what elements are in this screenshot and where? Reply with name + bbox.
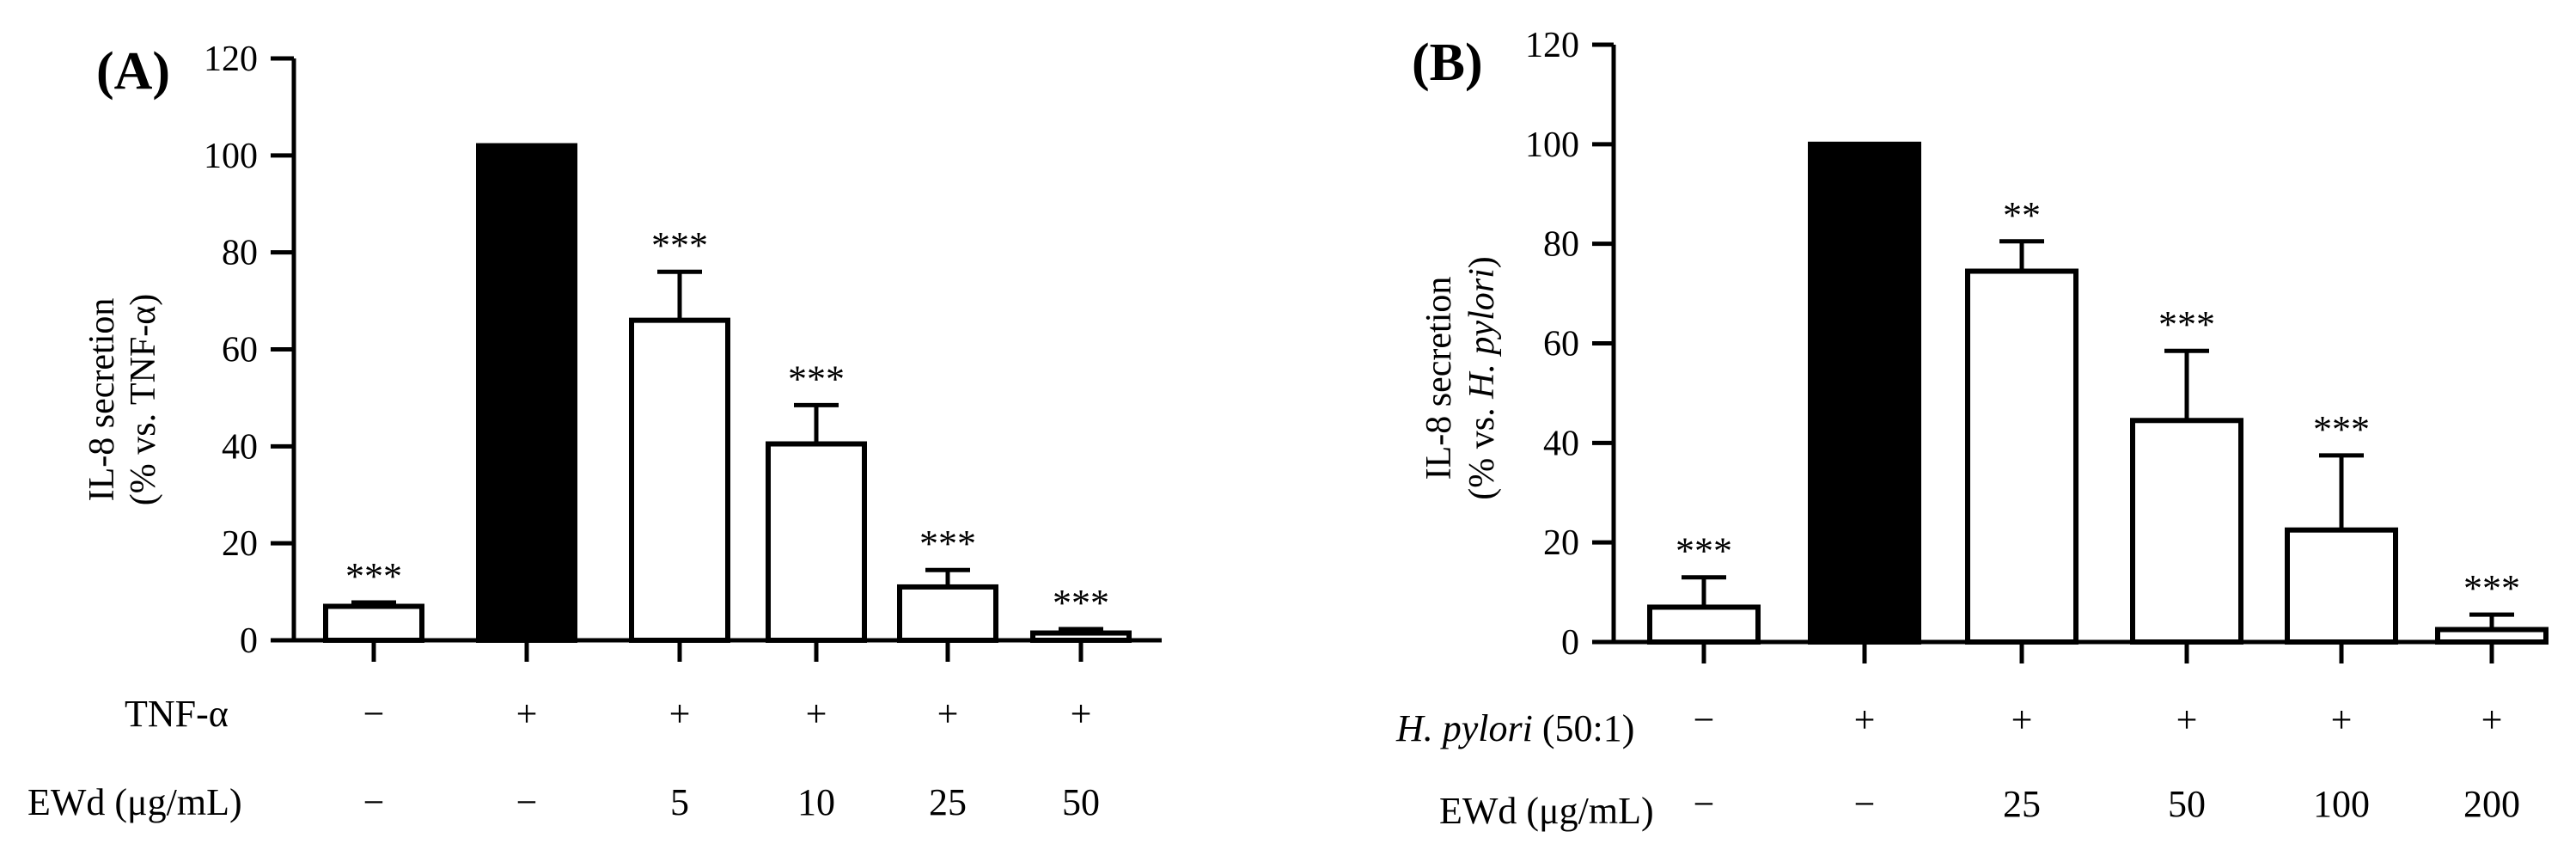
panel-a-row1-value: + xyxy=(1071,693,1092,735)
panel-b-bar-4 xyxy=(2130,418,2243,645)
panel-b-row2-value: 50 xyxy=(2168,783,2206,825)
panel-a-significance-6: *** xyxy=(1053,582,1109,624)
panel-b-condition-rows: − − + − +25 +50 +100 +200 xyxy=(1694,699,2520,825)
panel-b-y-tick-label: 100 xyxy=(1525,125,1579,165)
panel-b-significance-3: ** xyxy=(2003,194,2041,236)
panel-a-significance-5: *** xyxy=(919,523,976,565)
panel-b-row1-label: H. pylori (50:1) xyxy=(1395,707,1634,749)
panel-b-row1-value: + xyxy=(2176,699,2198,741)
panel-b-y-tick-label: 60 xyxy=(1543,325,1579,364)
panel-b-ylabel-prefix: (% vs. xyxy=(1462,399,1502,500)
panel-a-row2-value: 25 xyxy=(929,781,967,823)
panel-a-row1-value: + xyxy=(937,693,959,735)
panel-a-y-tick-label: 100 xyxy=(204,137,258,176)
panel-a-ylabel-line2: (% vs. TNF-α) xyxy=(124,294,163,505)
panel-b-row2-value: 100 xyxy=(2313,783,2370,825)
panel-a-row2-label: EWd (μg/mL) xyxy=(27,781,242,823)
panel-b-significance-1: *** xyxy=(1676,530,1732,572)
panel-b-significance-6: *** xyxy=(2463,567,2520,609)
panel-a-row2-value: 10 xyxy=(797,781,835,823)
panel-b-ylabel-line1: IL-8 secretion xyxy=(1419,277,1459,480)
panel-b-ylabel-line2: (% vs. H. pylori) xyxy=(1462,256,1502,499)
panel-a-condition-rows: − − + − +5 +10 +25 +50 xyxy=(363,693,1100,823)
panel-b-row2-value: 200 xyxy=(2463,783,2520,825)
panel-a-ylabel-line1: IL-8 secretion xyxy=(82,298,122,502)
panel-b-row1-value: − xyxy=(1694,699,1715,741)
panel-b-ylabel-suffix: ) xyxy=(1462,256,1502,268)
panel-a-bar-4 xyxy=(766,441,867,644)
panel-b-row2-value: 25 xyxy=(2003,783,2041,825)
panel-a-y-tick-label: 40 xyxy=(222,427,258,467)
panel-b-y-tick-label: 0 xyxy=(1561,623,1579,663)
panel-b: (B) IL-8 secretion (% vs. H. pylori) 0 20… xyxy=(1395,26,2549,832)
panel-b-row2-label: EWd (μg/mL) xyxy=(1439,790,1654,832)
panel-a: (A) IL-8 secretion (% vs. TNF-α) 0 20 40 60… xyxy=(27,40,1162,823)
panel-a-row2-value: 5 xyxy=(670,781,689,823)
panel-b-row1-value: + xyxy=(2011,699,2033,741)
panel-a-row2-value: − xyxy=(363,781,385,823)
panel-a-bar-2 xyxy=(476,143,577,644)
panel-a-row2-value: − xyxy=(516,781,538,823)
panel-b-bar-6 xyxy=(2435,627,2549,645)
panel-a-y-tick-label: 0 xyxy=(240,621,258,661)
panel-a-row1-label: TNF-α xyxy=(125,693,229,735)
panel-b-bar-1 xyxy=(1647,604,1761,645)
panel-b-bar-3 xyxy=(1965,268,2079,645)
panel-a-bar-1 xyxy=(323,603,424,644)
panel-b-significance-4: *** xyxy=(2158,303,2215,345)
panel-a-bar-5 xyxy=(897,584,998,643)
panel-b-ylabel-italic: H. pylori xyxy=(1462,268,1502,400)
panel-b-row1-label-italic: H. pylori xyxy=(1395,707,1533,749)
panel-b-y-tick-label: 40 xyxy=(1543,424,1579,463)
panel-b-y-tick-label: 20 xyxy=(1543,523,1579,563)
panel-a-y-tick-label: 60 xyxy=(222,331,258,370)
panel-b-significance-5: *** xyxy=(2313,408,2370,450)
panel-b-bars: ************** xyxy=(1647,141,2549,645)
panel-a-row2-value: 50 xyxy=(1062,781,1100,823)
panel-a-row1-value: + xyxy=(669,693,691,735)
panel-b-row1-value: + xyxy=(1854,699,1876,741)
panel-a-y-tick-label: 80 xyxy=(222,234,258,273)
panel-a-y-tick-label: 120 xyxy=(204,40,258,79)
panel-a-letter: (A) xyxy=(96,42,170,101)
panel-b-y-tick-label: 80 xyxy=(1543,225,1579,265)
panel-a-significance-4: *** xyxy=(788,358,845,400)
panel-a-row1-value: + xyxy=(516,693,538,735)
panel-a-row1-value: − xyxy=(363,693,385,735)
panel-a-bar-3 xyxy=(629,317,730,643)
panel-b-bar-2 xyxy=(1808,141,1921,645)
panel-a-bars: *** *** *** *** *** xyxy=(323,143,1132,644)
panel-a-significance-1: *** xyxy=(345,555,402,597)
panel-b-letter: (B) xyxy=(1412,34,1483,92)
panel-b-row2-value: − xyxy=(1854,783,1876,825)
panel-b-row1-value: + xyxy=(2481,699,2503,741)
panel-a-bar-6 xyxy=(1030,630,1132,643)
panel-b-bar-5 xyxy=(2285,527,2398,645)
panel-a-axes: 0 20 40 60 80 100 120 xyxy=(204,40,1162,662)
panel-b-row1-value: + xyxy=(2331,699,2353,741)
panel-b-row2-value: − xyxy=(1694,783,1715,825)
panel-a-significance-3: *** xyxy=(651,224,708,266)
panel-a-row1-value: + xyxy=(806,693,827,735)
panel-b-row1-label-suffix: (50:1) xyxy=(1533,707,1635,749)
panel-b-y-tick-label: 120 xyxy=(1525,26,1579,65)
panel-a-y-tick-label: 20 xyxy=(222,524,258,564)
